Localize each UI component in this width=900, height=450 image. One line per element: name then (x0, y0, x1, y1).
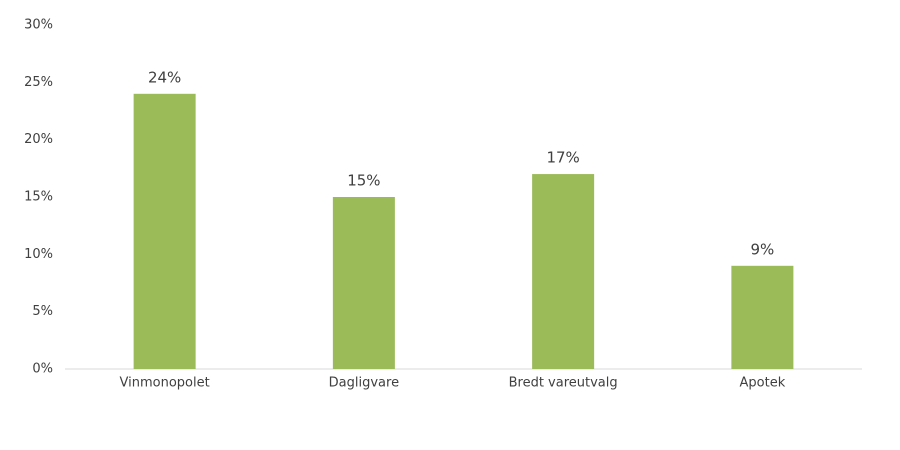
value-label: 24% (148, 68, 181, 86)
bar (532, 174, 595, 369)
value-label: 15% (347, 172, 380, 190)
bar (332, 197, 395, 369)
y-tick-label: 5% (32, 304, 53, 319)
bar (133, 93, 196, 370)
y-tick-label: 25% (24, 75, 53, 90)
y-tick-label: 15% (24, 190, 53, 205)
x-tick-label: Apotek (740, 376, 786, 391)
y-tick-label: 20% (24, 132, 53, 147)
y-tick-label: 0% (32, 362, 53, 377)
value-label: 9% (750, 240, 774, 258)
y-tick-label: 10% (24, 247, 53, 262)
value-label: 17% (546, 149, 579, 167)
x-tick-label: Dagligvare (329, 376, 399, 391)
y-tick-label: 30% (24, 18, 53, 33)
x-tick-label: Bredt vareutvalg (509, 376, 618, 391)
bar (731, 265, 794, 369)
x-tick-label: Vinmonopolet (120, 376, 210, 391)
